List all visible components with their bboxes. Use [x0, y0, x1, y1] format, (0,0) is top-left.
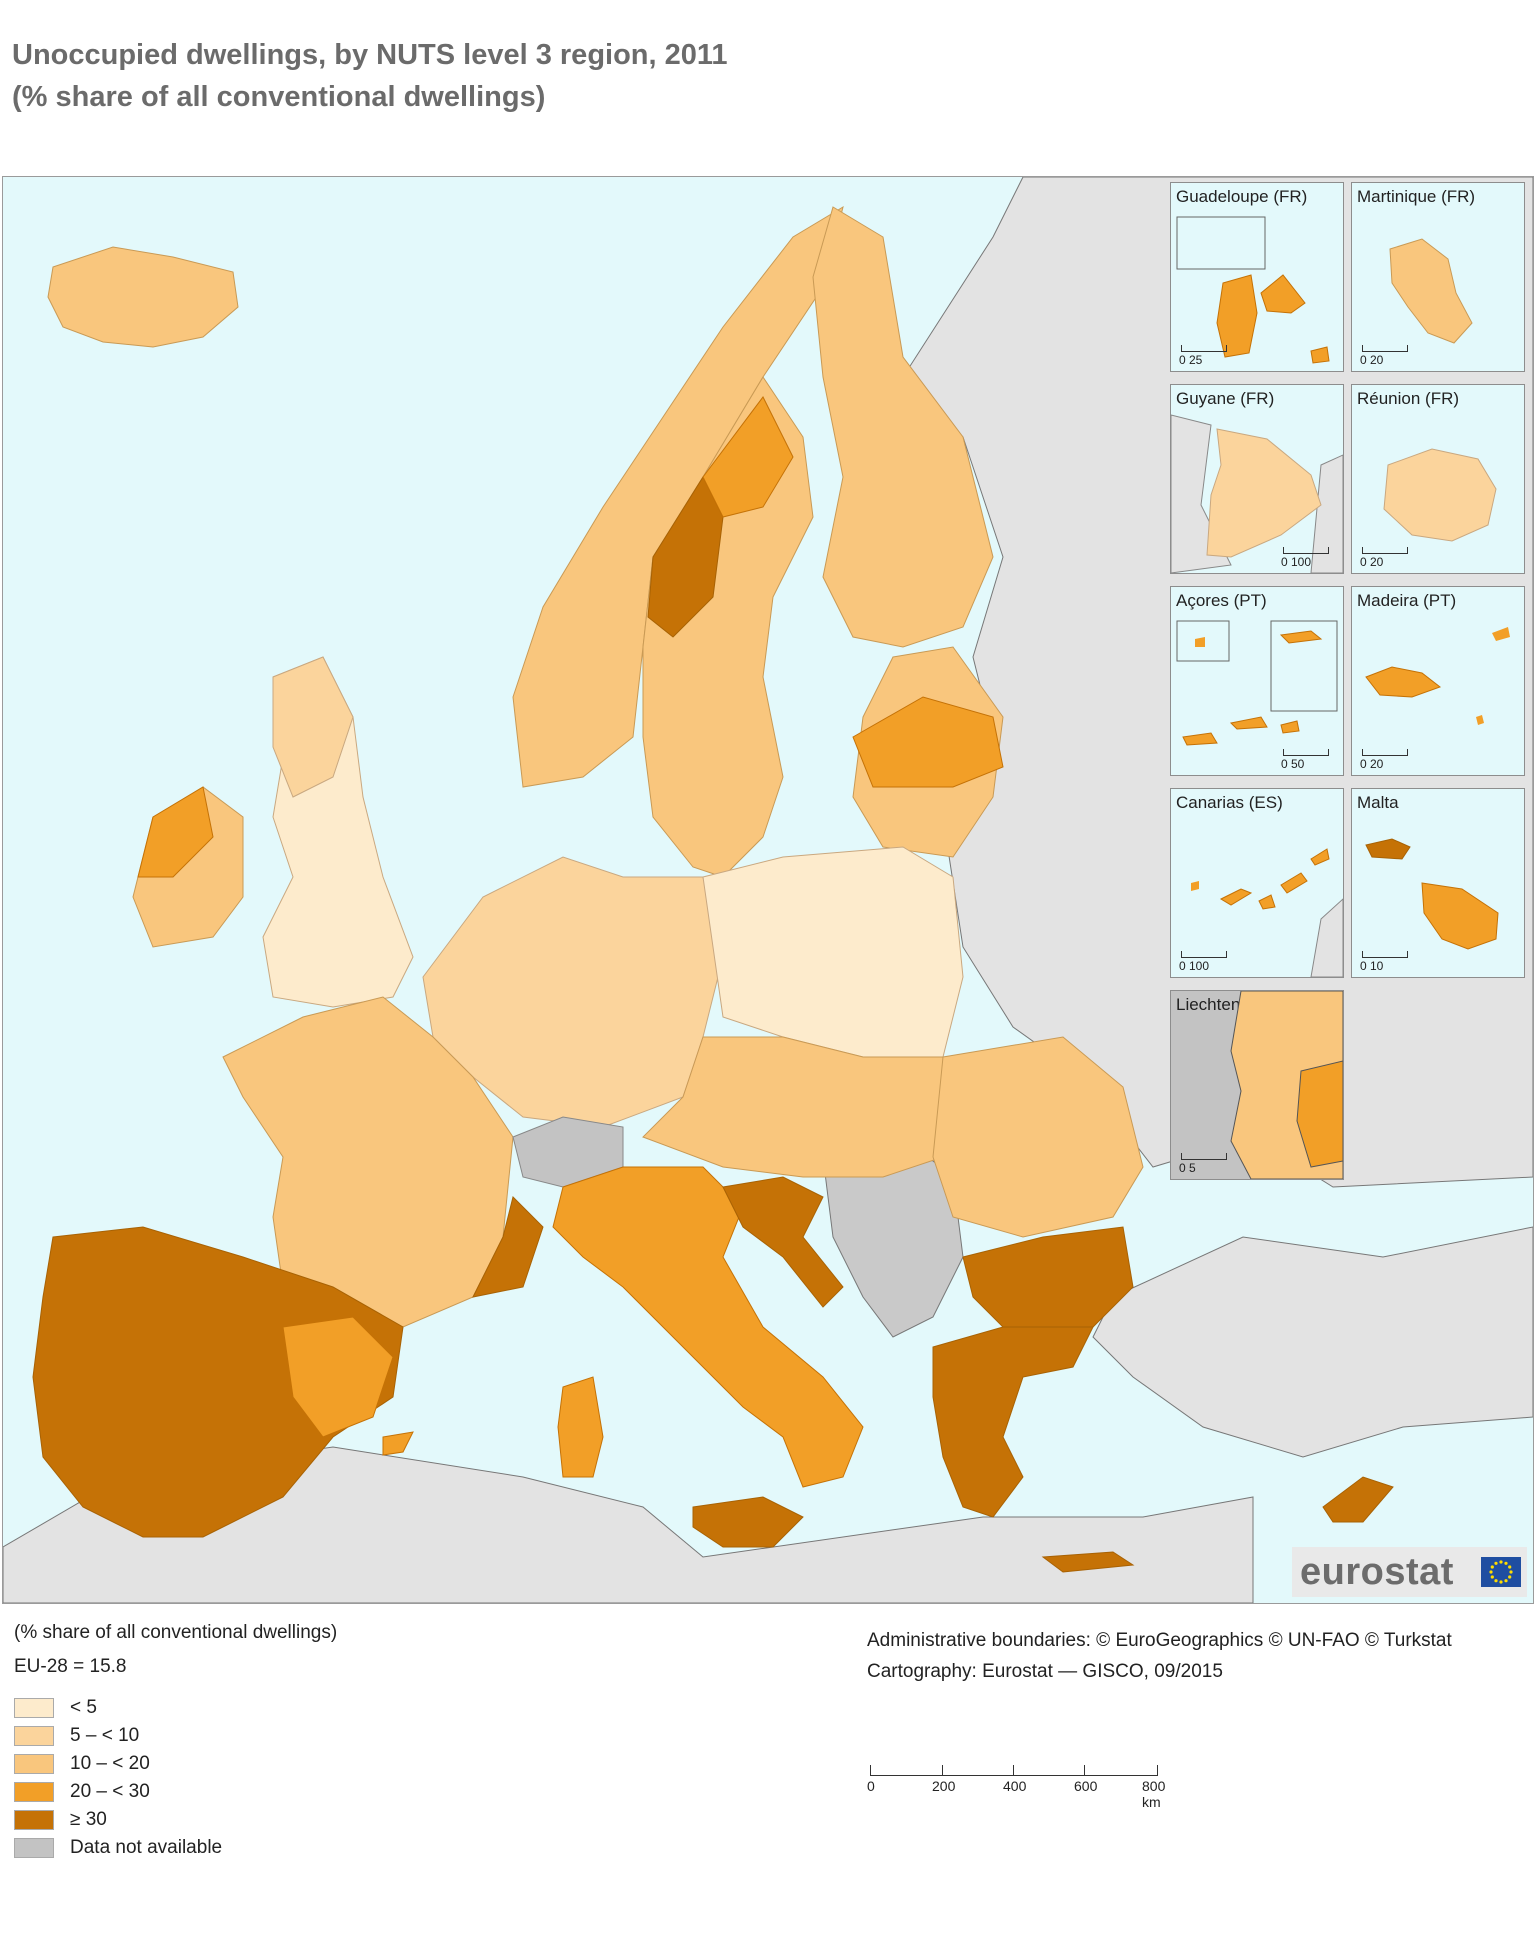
legend-label: 10 – < 20 [70, 1753, 150, 1774]
legend-swatch [14, 1754, 54, 1774]
legend-unit: (% share of all conventional dwellings) [14, 1622, 338, 1643]
inset-madeira: Madeira (PT) 0 20 [1351, 586, 1525, 776]
sardinia [557, 1376, 604, 1478]
legend-label: ≥ 30 [70, 1809, 107, 1830]
map-title: Unoccupied dwellings, by NUTS level 3 re… [12, 34, 728, 118]
inset-label-acores: Açores (PT) [1176, 591, 1267, 610]
europe-map [3, 177, 1533, 1603]
credits-boundaries: Administrative boundaries: © EuroGeograp… [867, 1630, 1452, 1651]
legend-item: 5 – < 10 [14, 1722, 222, 1750]
legend-swatch [14, 1726, 54, 1746]
scale-bar: 0 200 400 600 800 km [867, 1765, 1165, 1810]
inset-guyane: Guyane (FR) 0 100 [1170, 384, 1344, 574]
inset-martinique: Martinique (FR) 0 20 [1351, 182, 1525, 372]
france-south-ge30 [472, 1196, 544, 1298]
inset-scale-liechtenstein: 0 5 [1179, 1153, 1227, 1175]
scotland [272, 656, 354, 798]
inset-scale-malta: 0 10 [1360, 951, 1408, 973]
inset-label-malta: Malta [1357, 793, 1399, 812]
legend-eu-average: EU-28 = 15.8 [14, 1656, 127, 1677]
madeira-shape [1365, 627, 1510, 725]
inset-acores: Açores (PT) 0 50 [1170, 586, 1344, 776]
credits-cartography: Cartography: Eurostat — GISCO, 09/2015 [867, 1661, 1223, 1682]
legend-item: 20 – < 30 [14, 1778, 222, 1806]
legend-label: 20 – < 30 [70, 1781, 150, 1802]
inset-malta: Malta 0 10 [1351, 788, 1525, 978]
legend-label: < 5 [70, 1697, 97, 1718]
bulgaria-ge30 [962, 1226, 1134, 1328]
liechtenstein-shape [1230, 991, 1343, 1179]
balearics [382, 1431, 414, 1456]
legend-label: 5 – < 10 [70, 1725, 140, 1746]
inset-label-guadeloupe: Guadeloupe (FR) [1176, 187, 1308, 206]
inset-label-madeira: Madeira (PT) [1357, 591, 1457, 610]
malta-shape [1365, 838, 1499, 950]
inset-scale-canarias: 0 100 [1179, 951, 1227, 973]
inset-scale-martinique: 0 20 [1360, 345, 1408, 367]
inset-reunion: Réunion (FR) 0 20 [1351, 384, 1525, 574]
guyane-shape [1171, 414, 1343, 573]
inset-label-guyane: Guyane (FR) [1176, 389, 1275, 408]
crete [1041, 1551, 1135, 1573]
croatia-slovenia [722, 1176, 844, 1308]
latvia-20-30 [852, 696, 1004, 788]
poland [702, 846, 964, 1058]
scale-label: 400 [1003, 1778, 1027, 1794]
guadeloupe-shape [1176, 216, 1330, 364]
credits: Administrative boundaries: © EuroGeograp… [867, 1625, 1452, 1687]
map-title-line1: Unoccupied dwellings, by NUTS level 3 re… [12, 39, 728, 71]
sweden-north-20-30 [702, 396, 794, 518]
sicily [692, 1496, 804, 1548]
scale-label: 200 [932, 1778, 956, 1794]
legend-item: < 5 [14, 1694, 222, 1722]
legend-swatch [14, 1810, 54, 1830]
legend-item: 10 – < 20 [14, 1750, 222, 1778]
inset-label-canarias: Canarias (ES) [1176, 793, 1283, 812]
legend: < 5 5 – < 10 10 – < 20 20 – < 30 ≥ 30 Da… [14, 1694, 222, 1862]
martinique-shape [1389, 238, 1473, 344]
eurostat-logo-text: eurostat [1300, 1551, 1454, 1593]
finland [812, 206, 994, 648]
inset-scale-reunion: 0 20 [1360, 547, 1408, 569]
greece [932, 1326, 1094, 1518]
inset-scale-acores: 0 50 [1281, 749, 1329, 771]
legend-item: Data not available [14, 1834, 222, 1862]
legend-swatch [14, 1782, 54, 1802]
iceland [47, 246, 239, 348]
acores-shape [1176, 620, 1338, 746]
inset-scale-guadeloupe: 0 25 [1179, 345, 1227, 367]
inset-canarias: Canarias (ES) 0 100 [1170, 788, 1344, 978]
iberia [32, 1226, 404, 1538]
inset-guadeloupe: Guadeloupe (FR) 0 25 [1170, 182, 1344, 372]
map-frame[interactable]: Guadeloupe (FR) 0 25 Martinique (FR) 0 2… [2, 176, 1534, 1604]
legend-swatch [14, 1838, 54, 1858]
ireland-west-20-30 [137, 786, 214, 878]
sweden [642, 376, 814, 878]
inset-scale-madeira: 0 20 [1360, 749, 1408, 771]
inset-scale-guyane: 0 100 [1281, 547, 1329, 569]
legend-swatch [14, 1698, 54, 1718]
inset-label-martinique: Martinique (FR) [1357, 187, 1476, 206]
reunion-shape [1383, 448, 1497, 542]
scale-label: 0 [867, 1778, 875, 1794]
legend-label: Data not available [70, 1837, 223, 1858]
scale-label: 800 km [1142, 1778, 1166, 1810]
iberia-east-20-30 [282, 1316, 394, 1438]
legend-item: ≥ 30 [14, 1806, 222, 1834]
cyprus [1322, 1476, 1394, 1523]
inset-liechtenstein: Liechtenstein 0 5 [1170, 990, 1344, 1180]
inset-label-reunion: Réunion (FR) [1357, 389, 1460, 408]
scale-label: 600 [1074, 1778, 1098, 1794]
turkey-land [1092, 1226, 1533, 1458]
romania [932, 1036, 1144, 1238]
map-title-line2: (% share of all conventional dwellings) [12, 81, 546, 113]
canarias-shape [1191, 848, 1343, 977]
eu-flag-icon [1481, 1557, 1521, 1587]
eurostat-logo: eurostat [1292, 1547, 1527, 1597]
